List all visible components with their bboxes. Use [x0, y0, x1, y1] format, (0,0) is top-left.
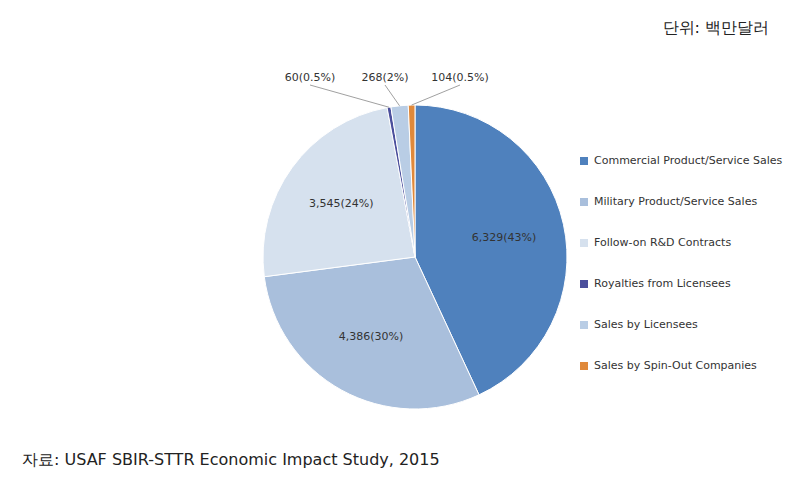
- html-text:Military Product/Service Sales: Military Product/Service Sales: [594, 195, 758, 208]
- html-text:단위: 백만달러: 단위: 백만달러: [662, 18, 769, 37]
- html-text:자료: USAF SBIR-STTR Economic Im: 자료: USAF SBIR-STTR Economic Impact Study…: [22, 450, 440, 469]
- svg-text:3,545(24%): 3,545(24%): [309, 197, 374, 210]
- html-text:Royalties from Licensees: Royalties from Licensees: [594, 277, 731, 290]
- svg-text:60(0.5%): 60(0.5%): [285, 71, 336, 84]
- svg-text:6,329(43%): 6,329(43%): [472, 231, 537, 244]
- svg-text:4,386(30%): 4,386(30%): [339, 330, 404, 343]
- html-text:Follow-on R&D Contracts: Follow-on R&D Contracts: [594, 236, 732, 249]
- svg-text:268(2%): 268(2%): [361, 71, 408, 84]
- html-text:Sales by Spin-Out Companies: Sales by Spin-Out Companies: [594, 359, 757, 372]
- svg-text:104(0.5%): 104(0.5%): [431, 71, 489, 84]
- html-text:Commercial Product/Service Sal: Commercial Product/Service Sales: [594, 154, 783, 167]
- html-text:Sales by Licensees: Sales by Licensees: [594, 318, 698, 331]
